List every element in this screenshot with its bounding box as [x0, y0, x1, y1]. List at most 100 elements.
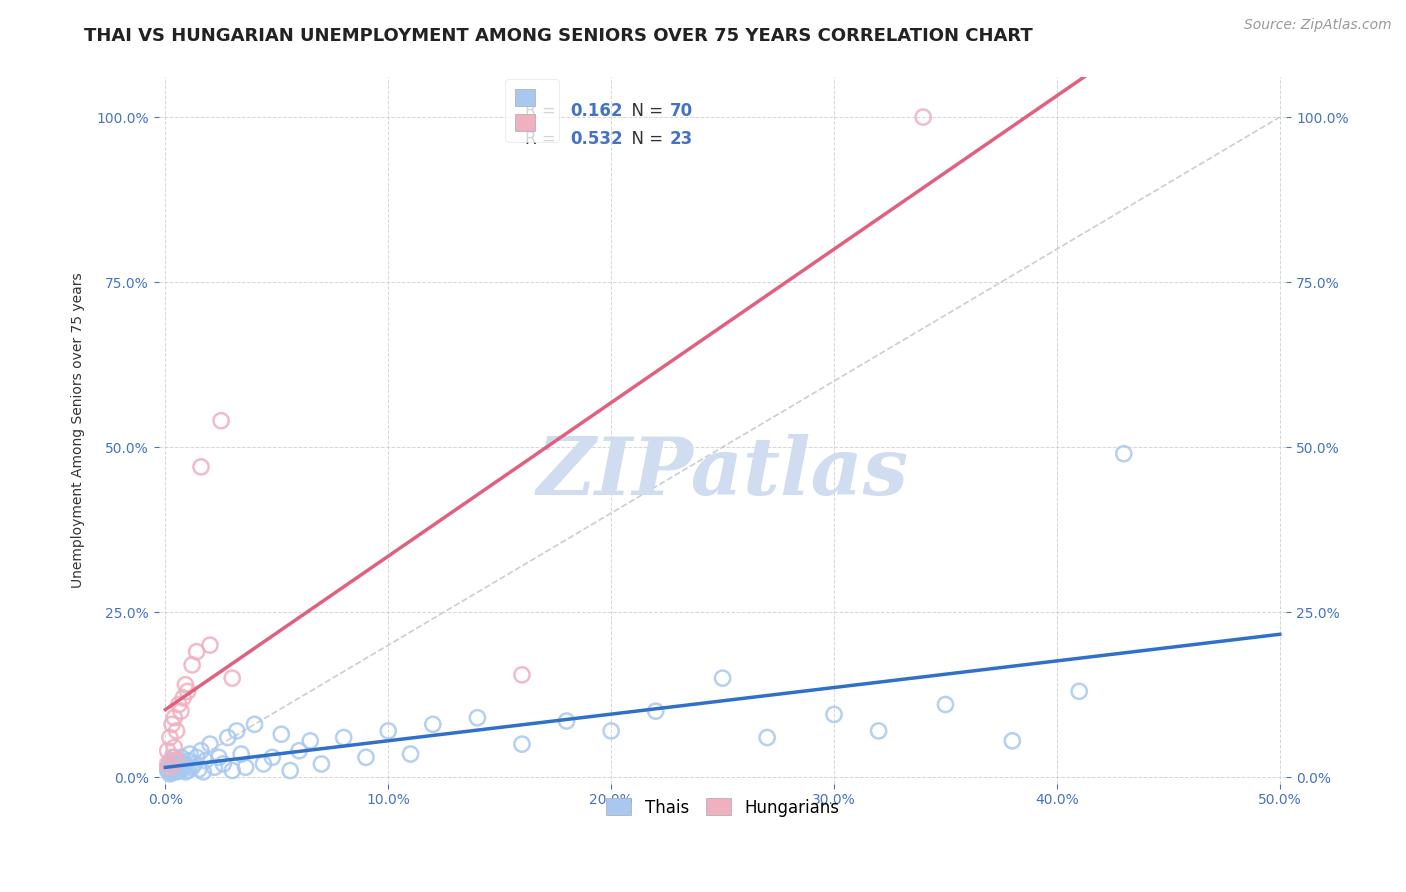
Text: THAI VS HUNGARIAN UNEMPLOYMENT AMONG SENIORS OVER 75 YEARS CORRELATION CHART: THAI VS HUNGARIAN UNEMPLOYMENT AMONG SEN…	[84, 27, 1033, 45]
Point	[166, 762, 188, 776]
Point	[156, 744, 179, 758]
Point	[204, 760, 226, 774]
Point	[170, 760, 193, 774]
Point	[160, 717, 183, 731]
Point	[160, 764, 183, 778]
Legend: Thais, Hungarians: Thais, Hungarians	[598, 790, 848, 825]
Point	[299, 734, 322, 748]
Point	[159, 762, 181, 776]
Text: 0.162: 0.162	[571, 103, 623, 120]
Point	[399, 747, 422, 761]
Point	[172, 756, 194, 770]
Point	[756, 731, 779, 745]
Point	[156, 764, 179, 778]
Point	[183, 756, 205, 771]
Point	[159, 764, 181, 779]
Point	[934, 698, 956, 712]
Point	[181, 657, 204, 672]
Point	[193, 764, 215, 779]
Point	[186, 750, 208, 764]
Point	[160, 765, 183, 780]
Point	[209, 414, 232, 428]
Point	[190, 459, 212, 474]
Point	[225, 723, 247, 738]
Point	[198, 737, 221, 751]
Point	[163, 760, 186, 774]
Point	[510, 668, 533, 682]
Point	[332, 731, 354, 745]
Point	[163, 740, 186, 755]
Point	[167, 756, 190, 771]
Text: ZIPatlas: ZIPatlas	[537, 434, 908, 512]
Text: N =: N =	[621, 130, 668, 148]
Point	[187, 762, 209, 776]
Point	[163, 750, 186, 764]
Point	[1112, 447, 1135, 461]
Point	[170, 704, 193, 718]
Point	[166, 764, 188, 779]
Point	[231, 747, 253, 761]
Point	[912, 110, 935, 124]
Point	[510, 737, 533, 751]
Point	[1069, 684, 1091, 698]
Point	[252, 756, 274, 771]
Point	[217, 731, 239, 745]
Point	[868, 723, 890, 738]
Point	[600, 723, 623, 738]
Point	[1001, 734, 1024, 748]
Point	[212, 756, 235, 771]
Point	[422, 717, 444, 731]
Point	[160, 750, 183, 764]
Point	[159, 760, 181, 774]
Point	[644, 704, 666, 718]
Point	[179, 747, 201, 761]
Point	[159, 731, 181, 745]
Point	[262, 750, 284, 764]
Text: 70: 70	[669, 103, 693, 120]
Point	[198, 638, 221, 652]
Point	[194, 754, 217, 768]
Point	[555, 714, 578, 728]
Point	[176, 754, 198, 768]
Text: R =: R =	[526, 103, 561, 120]
Point	[181, 760, 204, 774]
Point	[278, 764, 301, 778]
Point	[174, 758, 197, 772]
Point	[311, 756, 333, 771]
Point	[174, 764, 197, 779]
Point	[467, 711, 489, 725]
Point	[167, 698, 190, 712]
Point	[167, 764, 190, 778]
Point	[377, 723, 399, 738]
Point	[221, 671, 243, 685]
Point	[208, 750, 231, 764]
Point	[354, 750, 377, 764]
Point	[823, 707, 845, 722]
Point	[166, 723, 188, 738]
Point	[163, 756, 186, 770]
Point	[711, 671, 734, 685]
Point	[156, 760, 179, 774]
Text: 23: 23	[669, 130, 693, 148]
Point	[166, 754, 188, 768]
Point	[160, 754, 183, 768]
Point	[166, 758, 188, 772]
Point	[221, 764, 243, 778]
Point	[167, 754, 190, 768]
Point	[172, 690, 194, 705]
Point	[176, 764, 198, 778]
Point	[243, 717, 266, 731]
Y-axis label: Unemployment Among Seniors over 75 years: Unemployment Among Seniors over 75 years	[72, 273, 86, 589]
Text: N =: N =	[621, 103, 668, 120]
Point	[172, 762, 194, 776]
Point	[160, 758, 183, 772]
Text: R =: R =	[526, 130, 561, 148]
Point	[159, 756, 181, 771]
Point	[174, 678, 197, 692]
Point	[163, 711, 186, 725]
Point	[156, 756, 179, 771]
Point	[235, 760, 257, 774]
Text: 0.532: 0.532	[571, 130, 623, 148]
Text: Source: ZipAtlas.com: Source: ZipAtlas.com	[1244, 18, 1392, 32]
Point	[170, 750, 193, 764]
